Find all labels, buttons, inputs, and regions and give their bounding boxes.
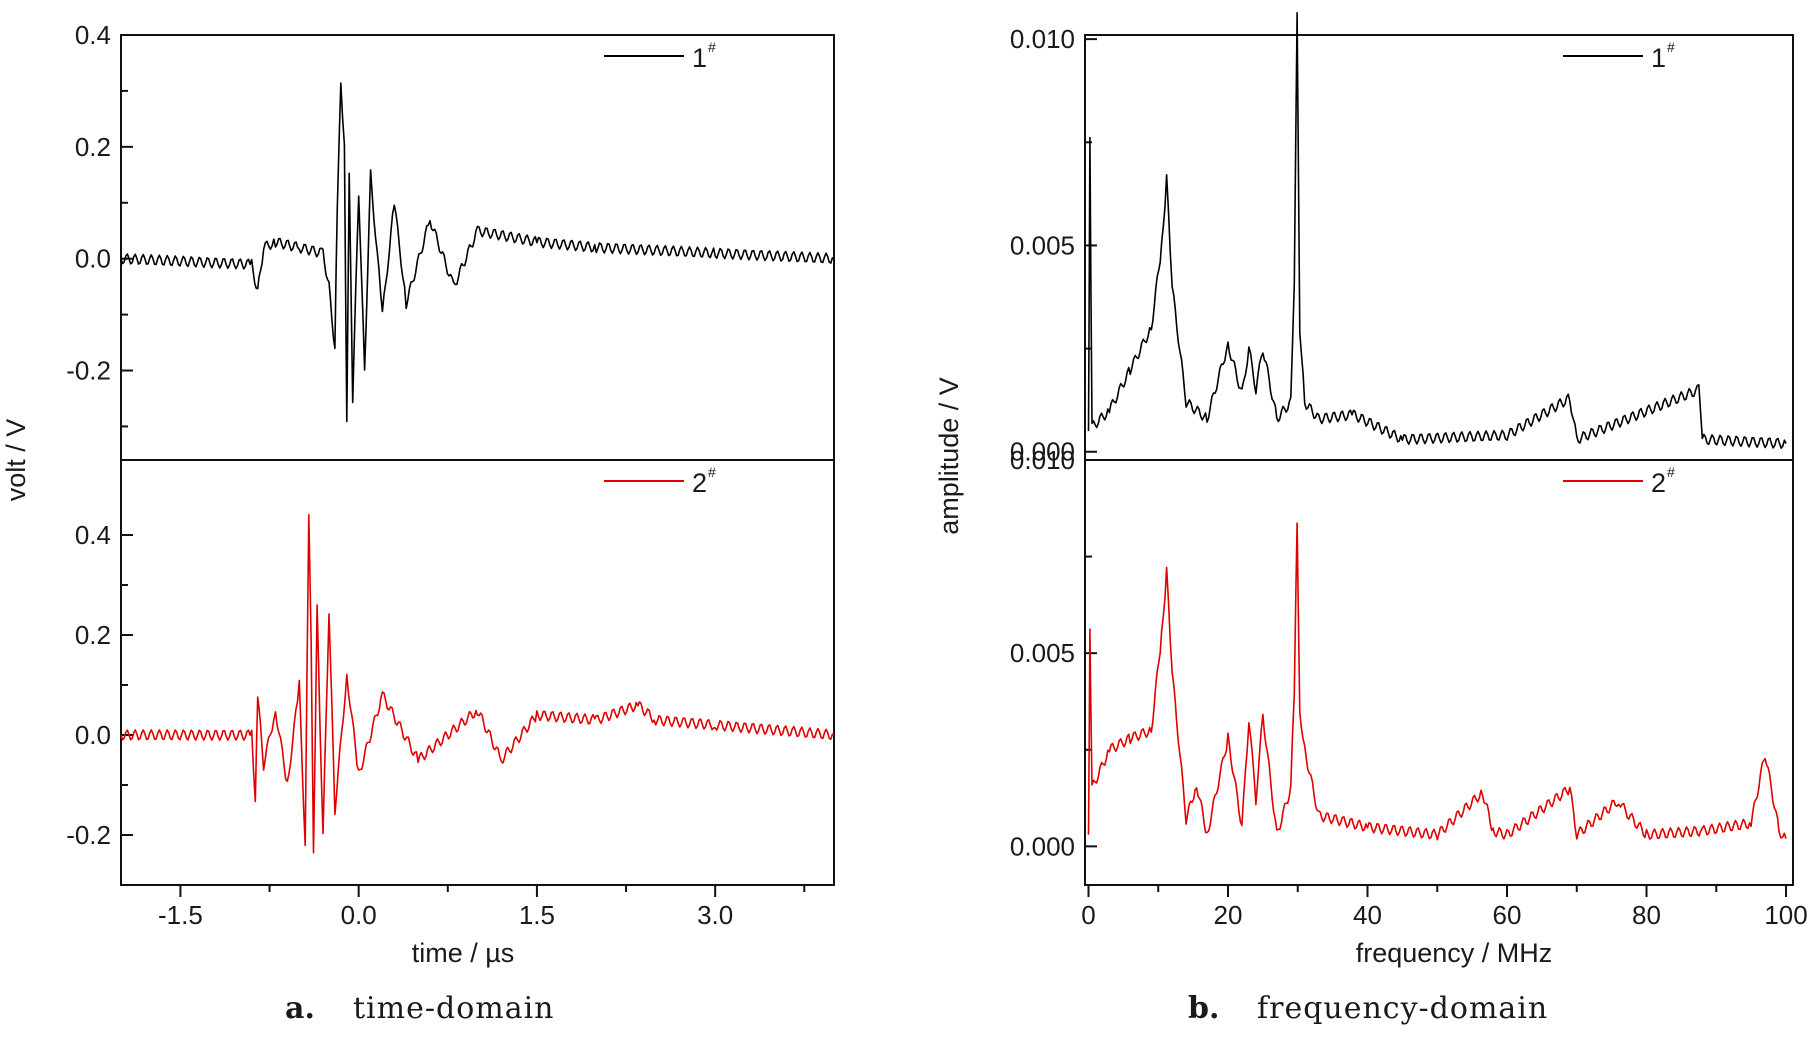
panel-b-x-tick-label: 60: [1493, 900, 1522, 930]
panel-b-x-tick-label: 100: [1764, 900, 1807, 930]
panel-a-top-legend-label: 1: [692, 43, 707, 73]
panel-b-bottom-frame: [1084, 459, 1794, 886]
panel-a-x-tick-label: 0.0: [341, 900, 377, 930]
panel-a-x-axis-title: time / µs: [412, 938, 515, 968]
panel-b-bottom-y-tick-label: 0.000: [1010, 831, 1075, 861]
panel-a-bottom-y-tick-label: -0.2: [66, 820, 111, 850]
panel-a-top-y-tick-label: 0.2: [75, 132, 111, 162]
panel-a-bottom-legend-label: 2: [692, 468, 707, 498]
panel-a-bottom-y-tick-label: 0.0: [75, 720, 111, 750]
panel-a-bottom-frame: [120, 459, 835, 886]
panel-b-top-y-tick-label: 0.000: [1010, 437, 1075, 467]
panel-a-x-tick-label: -1.5: [158, 900, 203, 930]
panel-b-top-legend-label: 1: [1651, 43, 1666, 73]
panel-a-top-y-tick-label: 0.4: [75, 20, 111, 50]
panel-a-bottom-legend-superscript: #: [708, 464, 716, 480]
panel-b-bottom-series-line: [1087, 522, 1787, 841]
panel-a-x-tick-label: 3.0: [697, 900, 733, 930]
panel-b-x-tick-label: 40: [1353, 900, 1382, 930]
panel-b-bottom-legend-superscript: #: [1667, 464, 1675, 480]
panel-a: volt / V time / µs a. time-domain: [1, 34, 835, 1026]
panel-a-y-axis-title: volt / V: [1, 419, 31, 502]
panel-a-bottom-series-line: [120, 513, 835, 854]
panel-a-top-frame: [120, 34, 835, 461]
panel-b-top-legend-superscript: #: [1667, 39, 1675, 55]
panel-b-caption-letter: b.: [1188, 991, 1219, 1026]
panel-b-top-series-line: [1087, 12, 1787, 450]
panel-a-caption-text: time-domain: [353, 991, 555, 1026]
panel-b-x-tick-label: 20: [1214, 900, 1243, 930]
panel-a-top-y-tick-label: -0.2: [66, 356, 111, 386]
panel-b-top-y-tick-label: 0.005: [1010, 230, 1075, 260]
panel-b-x-tick-label: 0: [1081, 900, 1095, 930]
panel-b-bottom-legend-label: 2: [1651, 468, 1666, 498]
panel-b-x-tick-label: 80: [1632, 900, 1661, 930]
panel-a-top-series-line: [120, 82, 835, 423]
panel-a-top-legend-superscript: #: [708, 39, 716, 55]
panel-b-bottom-y-tick-label: 0.010: [1010, 445, 1075, 475]
panel-a-bottom-y-tick-label: 0.2: [75, 620, 111, 650]
panel-a-caption-letter: a.: [285, 991, 315, 1026]
panel-a-top-y-tick-label: 0.0: [75, 244, 111, 274]
panel-b-x-axis-title: frequency / MHz: [1356, 938, 1553, 968]
panel-b: amplitude / V frequency / MHz b. frequen…: [934, 34, 1794, 1026]
panel-a-x-tick-label: 1.5: [519, 900, 555, 930]
panel-a-bottom-y-tick-label: 0.4: [75, 520, 111, 550]
panel-b-caption-text: frequency-domain: [1257, 991, 1548, 1026]
panel-b-y-axis-title: amplitude / V: [934, 377, 964, 535]
panel-b-top-y-tick-label: 0.010: [1010, 24, 1075, 54]
chart-marks: -0.20.00.20.41 #-0.20.00.20.42 #-1.5 0.0 1.5…: [66, 12, 1808, 930]
panel-b-bottom-y-tick-label: 0.005: [1010, 638, 1075, 668]
